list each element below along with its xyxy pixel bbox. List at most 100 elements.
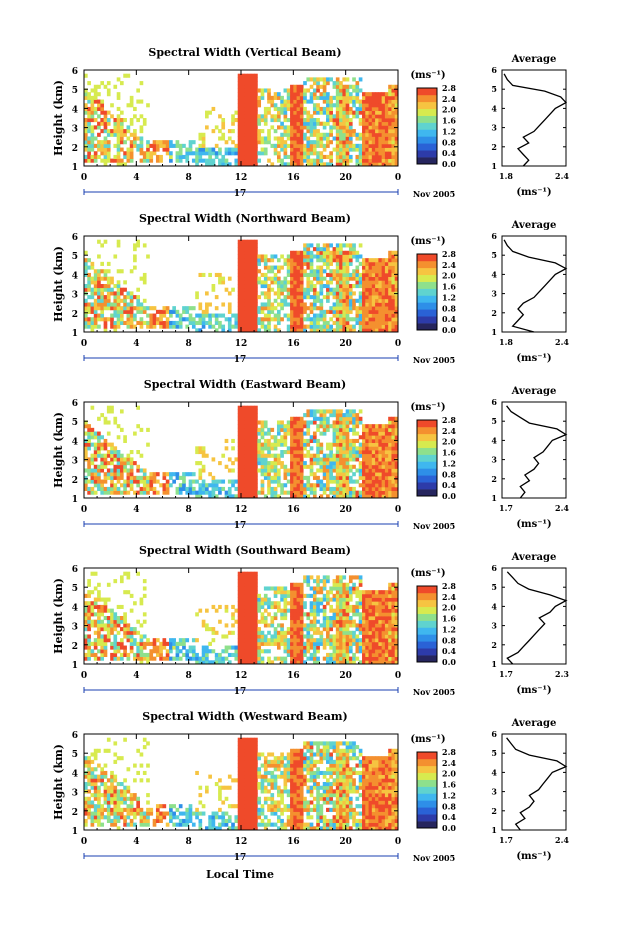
heatmap-cell: [110, 405, 114, 410]
heatmap-cell: [339, 413, 343, 418]
heatmap-cell: [303, 136, 307, 141]
heatmap-cell: [93, 151, 98, 156]
heatmap-cell: [87, 95, 91, 100]
heatmap-cell: [100, 129, 105, 134]
heatmap-cell: [254, 151, 258, 156]
heatmap-cell: [250, 261, 255, 266]
heatmap-cell: [296, 468, 301, 473]
heatmap-cell: [129, 593, 134, 598]
heatmap-cell: [165, 320, 170, 326]
heatmap-cell: [201, 151, 206, 156]
heatmap-cell: [254, 258, 258, 263]
heatmap-cell: [283, 143, 288, 148]
heatmap-cell: [241, 136, 245, 141]
heatmap-cell: [244, 291, 248, 296]
heatmap-cell: [129, 158, 134, 163]
heatmap-cell: [293, 110, 297, 115]
heatmap-cell: [126, 627, 131, 632]
heatmap-cell: [290, 151, 294, 156]
heatmap-cell: [191, 645, 196, 650]
heatmap-cell: [123, 73, 127, 78]
heatmap-cell: [162, 475, 167, 480]
heatmap-cell: [247, 645, 252, 650]
heatmap-cell: [332, 413, 337, 418]
heatmap-cell: [319, 265, 324, 270]
heatmap-cell: [299, 162, 304, 167]
heatmap-cell: [290, 125, 294, 130]
heatmap-cell: [368, 114, 373, 119]
heatmap-cell: [365, 317, 369, 322]
heatmap-cell: [260, 616, 265, 621]
heatmap-cell: [362, 136, 366, 141]
heatmap-cell: [339, 486, 343, 492]
heatmap-cell: [218, 313, 222, 318]
heatmap-cell: [113, 652, 118, 658]
heatmap-cell: [303, 660, 307, 665]
heatmap-cell: [267, 597, 271, 602]
heatmap-cell: [234, 110, 239, 115]
heatmap-cell: [201, 317, 206, 322]
heatmap-cell: [296, 151, 301, 156]
heatmap-cell: [84, 73, 88, 78]
heatmap-cell: [388, 121, 392, 126]
heatmap-cell: [348, 247, 353, 252]
heatmap-cell: [90, 652, 95, 658]
heatmap-cell: [388, 95, 392, 100]
heatmap-cell: [123, 483, 127, 488]
panel-title: Spectral Width (Northward Beam): [139, 212, 351, 225]
heatmap-cell: [237, 656, 242, 661]
heatmap-cell: [247, 427, 252, 432]
heatmap-cell: [368, 453, 373, 458]
heatmap-cell: [263, 121, 268, 126]
heatmap-cell: [299, 604, 304, 610]
heatmap-cell: [312, 652, 317, 658]
heatmap-cell: [97, 280, 101, 285]
colorbar: 0.00.40.81.21.62.02.42.8: [416, 415, 456, 501]
heatmap-cell: [342, 420, 347, 425]
heatmap-cell: [129, 132, 134, 137]
heatmap-cell: [93, 95, 98, 100]
heatmap-cell: [371, 151, 376, 156]
heatmap-cell: [247, 291, 252, 296]
heatmap-cell: [329, 287, 333, 292]
heatmap-cell: [237, 468, 242, 473]
heatmap-cell: [384, 438, 389, 444]
heatmap-cell: [221, 276, 226, 281]
heatmap-cell: [293, 254, 297, 259]
heatmap-cell: [339, 295, 343, 300]
heatmap-cell: [257, 88, 262, 93]
heatmap-cell: [280, 638, 284, 643]
heatmap-cell: [201, 483, 206, 488]
heatmap-cell: [218, 136, 222, 141]
heatmap-cell: [116, 154, 121, 160]
heatmap-cell: [326, 424, 330, 429]
heatmap-cell: [352, 416, 356, 421]
heatmap-cell: [254, 586, 258, 591]
heatmap-cell: [283, 276, 288, 281]
heatmap-cell: [355, 250, 360, 255]
heatmap-cell: [348, 309, 353, 314]
heatmap-cell: [162, 656, 167, 661]
heatmap-cell: [365, 118, 369, 123]
heatmap-cell: [254, 129, 258, 134]
heatmap-cell: [260, 479, 265, 484]
heatmap-cell: [142, 276, 147, 281]
heatmap-cell: [119, 125, 124, 130]
heatmap-cell: [322, 320, 327, 326]
heatmap-cell: [97, 593, 101, 598]
heatmap-cell: [126, 638, 131, 643]
heatmap-cell: [362, 147, 366, 152]
heatmap-cell: [309, 121, 314, 126]
heatmap-cell: [299, 140, 304, 145]
heatmap-cell: [270, 269, 275, 274]
heatmap-cell: [332, 247, 337, 252]
heatmap-cell: [126, 472, 131, 477]
heatmap-cell: [332, 468, 337, 473]
heatmap-cell: [368, 276, 373, 281]
heatmap-cell: [312, 287, 317, 292]
heatmap-cell: [384, 99, 389, 104]
heatmap-cell: [247, 619, 252, 624]
heatmap-cell: [110, 132, 114, 137]
heatmap-cell: [329, 276, 333, 281]
heatmap-cell: [155, 147, 160, 152]
